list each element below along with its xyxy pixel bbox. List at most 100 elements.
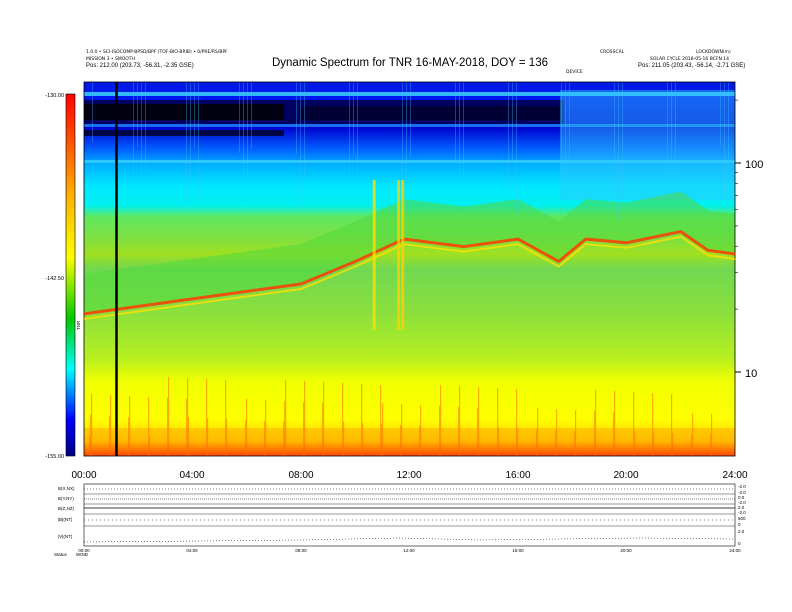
interference-streak — [137, 82, 138, 147]
interference-streak — [141, 82, 142, 199]
x-tick-4: 16:00 — [505, 470, 530, 481]
interference-streak — [198, 82, 199, 200]
interference-streak — [671, 82, 672, 169]
interference-streak — [517, 428, 519, 456]
interference-streak — [410, 82, 411, 156]
interference-streak — [478, 387, 480, 456]
interference-streak — [419, 426, 421, 456]
x-tick-1: 04:00 — [179, 470, 204, 481]
header-info-right-0b: CROSSCAL — [600, 50, 625, 55]
interference-streak — [634, 431, 636, 456]
interference-streak — [672, 433, 674, 456]
header-position-left: Pos: 212.00 (203.73, -56.31, -2.35 GSE) — [86, 63, 194, 69]
header-info-left-2: MISSION 3 • SMOOTH — [86, 57, 135, 62]
interference-streak — [186, 399, 188, 456]
header-position-right: Pos: 211.05 (203.43, -56.14, -2.71 GSE) — [638, 63, 746, 69]
subpanel-scale-r3a: 500 — [738, 516, 746, 521]
subpanel-label-bmag: |B|(NT) — [58, 517, 73, 522]
interference-streak — [91, 394, 93, 456]
interference-streak — [595, 390, 597, 456]
header-info-left-1: 1.0.0 • SCI-ISOCOMP-BPSD/BPF (TOF-BIO-BR… — [86, 50, 228, 55]
interference-streak — [128, 417, 130, 456]
interference-streak — [720, 82, 721, 146]
interference-streak — [463, 82, 464, 185]
interference-streak — [187, 378, 189, 456]
interference-streak — [90, 415, 92, 456]
interference-streak — [667, 82, 668, 197]
x-tick-5: 20:00 — [613, 470, 638, 481]
colorbar-label: TNR — [76, 320, 81, 330]
interference-streak — [129, 396, 131, 456]
interference-streak — [343, 422, 345, 456]
interference-streak — [380, 385, 382, 456]
interference-streak — [109, 416, 111, 456]
subpanel-scale-r2b: -2.0 — [738, 510, 746, 515]
header-info-right-1: SOLAR CYCLE 2018-05-16 BCFN 14 — [650, 57, 729, 62]
header-info-right-0: LOCKDOWN(m) — [696, 50, 731, 55]
interference-streak — [614, 391, 616, 456]
interference-streak — [225, 380, 227, 456]
interference-streak — [574, 431, 576, 456]
interference-streak — [357, 82, 358, 207]
interference-streak — [671, 394, 673, 456]
interference-streak — [353, 82, 354, 155]
interference-streak — [188, 417, 190, 456]
interference-streak — [245, 420, 247, 456]
interference-streak — [497, 388, 499, 456]
radio-burst — [401, 180, 405, 330]
interference-streak — [516, 82, 517, 214]
interference-streak — [508, 82, 509, 190]
interference-streak — [167, 398, 169, 456]
subpanel-label-bx: B(X,NX) — [58, 486, 75, 491]
interference-streak — [675, 82, 676, 221]
interference-streak — [304, 82, 305, 178]
interference-streak — [381, 424, 383, 456]
interference-streak — [575, 410, 577, 456]
interference-streak — [516, 389, 518, 456]
interference-streak — [459, 386, 461, 456]
subpanel-x-tick-0: 00:00 — [78, 548, 90, 553]
subpanel-x-tick-6: 24:00 — [729, 548, 741, 553]
x-tick-2: 08:00 — [288, 470, 313, 481]
interference-streak — [724, 82, 725, 198]
interference-streak — [190, 82, 191, 176]
interference-streak — [459, 82, 460, 213]
interference-streak — [239, 82, 240, 153]
interference-streak — [168, 377, 170, 456]
interference-streak — [206, 379, 208, 456]
colorbar-tick-bottom: -155.00 — [45, 454, 64, 460]
interference-streak — [455, 82, 456, 161]
subpanel-label-bz: B(Z,NZ) — [58, 506, 74, 511]
interference-streak — [633, 392, 635, 456]
colorbar-tick-mid: -142.50 — [45, 276, 64, 282]
interference-streak — [613, 412, 615, 456]
interference-streak — [322, 403, 324, 456]
interference-streak — [728, 82, 729, 170]
interference-streak — [264, 421, 266, 456]
interference-streak — [296, 82, 297, 154]
interference-streak — [614, 82, 615, 168]
radio-burst — [397, 180, 401, 330]
interference-streak — [569, 82, 570, 163]
subpanel-label-by: B(Y,NY) — [58, 496, 74, 501]
interference-streak — [149, 436, 151, 456]
interference-streak — [342, 383, 344, 456]
interference-streak — [556, 409, 558, 456]
interference-streak — [243, 82, 244, 205]
subpanel-scale-r1a: 0.0 — [738, 495, 745, 500]
interference-streak — [401, 404, 403, 456]
interference-streak — [402, 82, 403, 212]
radio-bursts — [372, 180, 405, 330]
interference-streak — [110, 395, 112, 456]
interference-streak — [304, 381, 306, 456]
subpanel-scale-r3b: 0 — [738, 522, 741, 527]
interference-streak — [420, 405, 422, 456]
interference-streak — [323, 382, 325, 456]
emission-band-line — [84, 230, 735, 316]
interference-streak — [186, 82, 187, 204]
subpanel-scale-r4b: 0 — [738, 541, 741, 546]
interference-streak — [561, 82, 562, 219]
y-tick-100: 100 — [745, 159, 763, 171]
interference-streak — [251, 82, 252, 149]
